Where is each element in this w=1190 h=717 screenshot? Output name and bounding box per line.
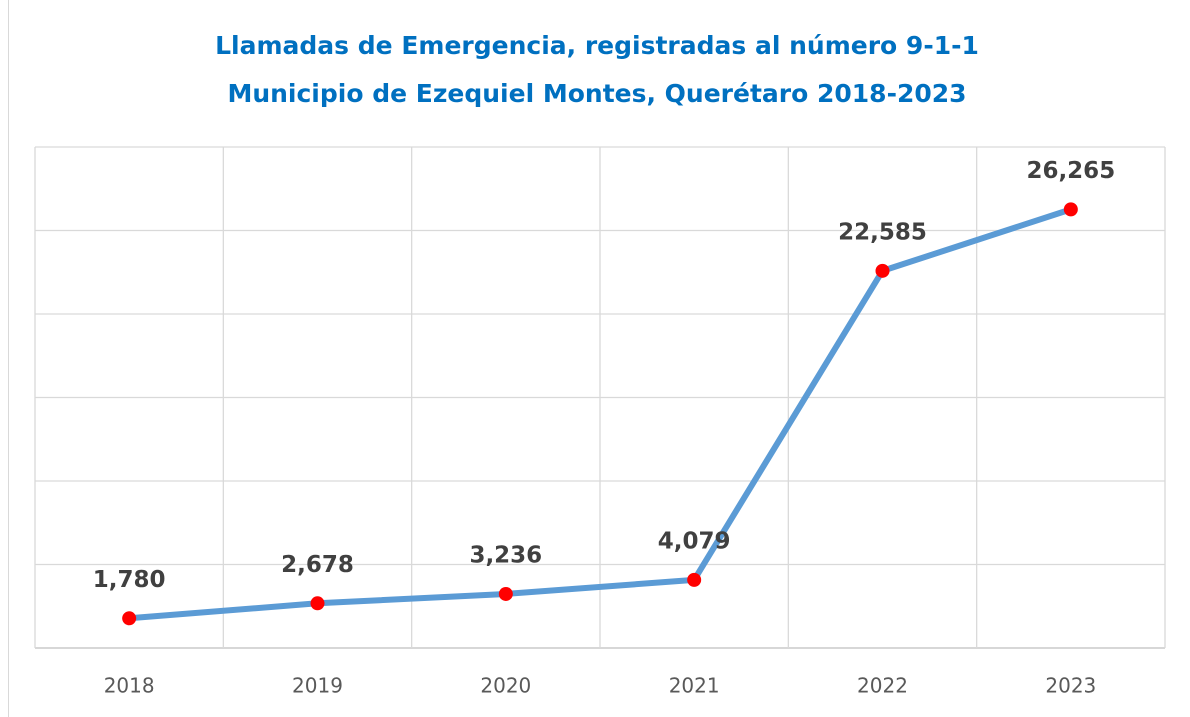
marker — [875, 263, 890, 278]
x-tick-label: 2018 — [104, 674, 155, 698]
value-label: 3,236 — [469, 542, 542, 568]
value-label: 1,780 — [93, 567, 166, 593]
marker — [687, 572, 702, 587]
chart-subtitle: Municipio de Ezequiel Montes, Querétaro … — [227, 79, 966, 108]
marker — [498, 586, 513, 601]
value-label: 4,079 — [658, 528, 731, 554]
line — [126, 206, 1074, 622]
x-tick-label: 2020 — [480, 674, 531, 698]
marker — [1063, 202, 1078, 217]
x-tick-label: 2021 — [669, 674, 720, 698]
value-label: 22,585 — [838, 219, 927, 245]
x-tick-label: 2022 — [857, 674, 908, 698]
chart-border — [8, 0, 1190, 717]
x-tick-label: 2019 — [292, 674, 343, 698]
marker — [122, 611, 137, 626]
x-tick-label: 2023 — [1045, 674, 1096, 698]
value-label: 2,678 — [281, 552, 354, 578]
marker — [310, 596, 325, 611]
value-label: 26,265 — [1026, 158, 1115, 184]
chart-title: Llamadas de Emergencia, registradas al n… — [215, 31, 979, 60]
